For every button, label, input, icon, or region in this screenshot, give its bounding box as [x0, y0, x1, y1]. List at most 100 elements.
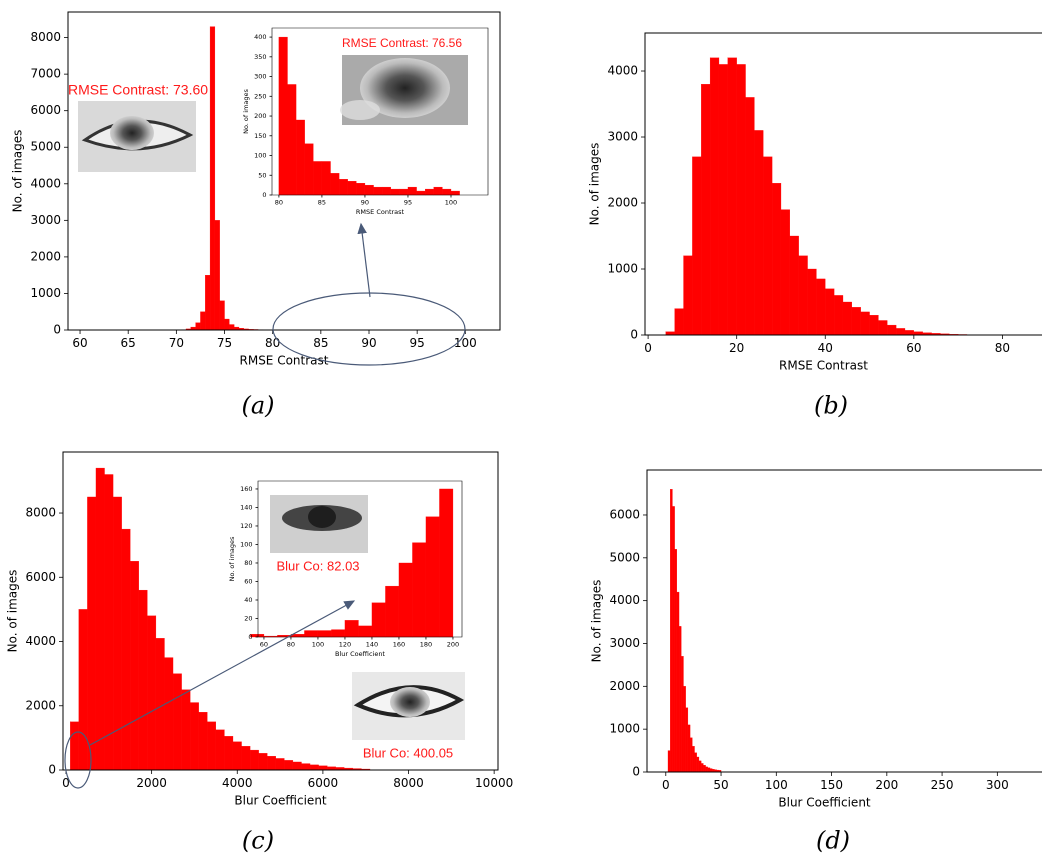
y-tick-label: 0: [248, 633, 252, 641]
bar: [205, 275, 211, 331]
bar: [214, 220, 220, 331]
x-tick-label: 100: [765, 778, 788, 792]
x-tick-label: 8000: [393, 776, 424, 790]
bar: [215, 729, 225, 771]
bar: [807, 268, 817, 336]
y-tick-label: 100: [254, 152, 266, 160]
bar: [356, 183, 366, 196]
y-tick-label: 300: [254, 73, 266, 81]
y-tick-label: 250: [254, 92, 266, 100]
x-tick-label: 60: [260, 641, 268, 649]
bar: [727, 57, 737, 336]
x-tick-label: 90: [361, 199, 369, 207]
bar: [676, 591, 680, 773]
bar: [249, 749, 259, 771]
y-tick-label: 100: [240, 540, 252, 548]
x-tick-label: 85: [318, 199, 326, 207]
bar: [200, 311, 206, 331]
x-tick-label: 70: [169, 336, 184, 350]
bar: [798, 255, 808, 336]
x-axis-label: Blur Coefficient: [234, 794, 327, 808]
x-tick-label: 0: [662, 778, 670, 792]
x-tick-label: 20: [729, 341, 744, 355]
bar: [364, 184, 374, 196]
y-tick-label: 80: [244, 559, 252, 567]
bar: [207, 721, 216, 771]
y-tick-label: 0: [632, 765, 640, 779]
x-tick-label: 0: [62, 776, 70, 790]
y-axis-label: No. of images: [590, 580, 604, 663]
bar: [696, 756, 700, 773]
bar: [718, 64, 728, 336]
x-tick-label: 40: [818, 341, 833, 355]
y-tick-label: 5000: [30, 140, 61, 154]
bar: [709, 768, 713, 773]
y-tick-label: 150: [254, 132, 266, 140]
x-tick-label: 80: [995, 341, 1010, 355]
bar: [442, 188, 452, 196]
x-tick-label: 65: [121, 336, 136, 350]
bar: [780, 209, 790, 336]
bar: [703, 764, 706, 773]
x-tick-label: 100: [454, 336, 477, 350]
bar: [689, 737, 693, 773]
bar: [692, 156, 702, 336]
y-axis-label: No. of images: [11, 130, 25, 213]
y-axis-label: No. of images: [228, 536, 236, 581]
x-axis-label: Blur Coefficient: [335, 650, 385, 658]
bar: [701, 763, 704, 773]
y-tick-label: 0: [48, 763, 56, 777]
bar: [687, 724, 691, 773]
bar: [789, 235, 799, 336]
bar: [869, 315, 879, 336]
y-tick-label: 7000: [30, 67, 61, 81]
bar: [683, 255, 693, 336]
bar: [412, 542, 427, 638]
x-tick-label: 180: [420, 641, 432, 649]
bar: [284, 760, 294, 771]
annotation: Blur Co: 400.05: [363, 745, 453, 760]
annotations: RMSE Contrast: 73.60 RMSE Contrast: 76.56…: [68, 36, 462, 760]
bar: [745, 97, 755, 336]
x-tick-label: 300: [986, 778, 1009, 792]
bar: [78, 609, 88, 771]
x-tick-label: 120: [339, 641, 351, 649]
bar: [164, 657, 174, 771]
y-tick-label: 4000: [25, 634, 56, 648]
x-axis-label: Blur Coefficient: [778, 796, 871, 810]
caption: (d): [816, 827, 850, 855]
axes-frame: [257, 480, 463, 638]
bar: [292, 761, 302, 771]
x-tick-label: 140: [366, 641, 378, 649]
bar: [190, 702, 199, 771]
bar: [338, 179, 348, 196]
y-tick-label: 20: [244, 614, 252, 622]
x-tick-label: 100: [312, 641, 324, 649]
x-axis-label: RMSE Contrast: [779, 359, 868, 373]
bar: [698, 760, 702, 773]
bar: [670, 489, 673, 773]
y-tick-label: 40: [244, 596, 252, 604]
caption: (b): [814, 392, 848, 420]
arrow: [89, 600, 356, 746]
axes-frame: [646, 469, 1042, 773]
bar: [258, 753, 268, 771]
y-tick-label: 3000: [30, 213, 61, 227]
bar: [358, 625, 373, 638]
arrow: [357, 222, 371, 298]
y-tick-label: 400: [254, 33, 266, 41]
bar: [138, 589, 148, 771]
eye-image: [270, 495, 368, 553]
y-tick-label: 200: [254, 112, 266, 120]
y-tick-label: 2000: [30, 249, 61, 263]
bar: [321, 161, 331, 196]
axes-frame: [644, 32, 1042, 336]
bar: [450, 190, 460, 196]
y-tick-label: 160: [240, 485, 252, 493]
x-axis-label: RMSE Contrast: [240, 354, 329, 368]
bar: [330, 173, 340, 196]
bar: [667, 750, 671, 773]
chart: 0 20 40 60 80 0 1000 2000 3000 4000 RMSE Contrast N…: [588, 32, 1042, 420]
bar: [674, 549, 677, 773]
x-tick-label: 4000: [222, 776, 253, 790]
